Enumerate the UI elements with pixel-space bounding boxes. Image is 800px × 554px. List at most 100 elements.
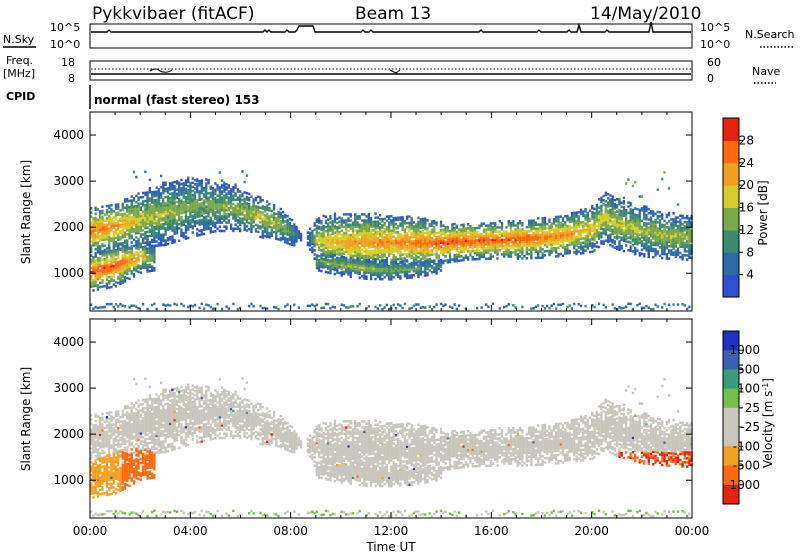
power-cell xyxy=(349,238,352,241)
power-cell xyxy=(435,231,438,235)
power-cell xyxy=(135,229,138,233)
power-cell xyxy=(349,263,352,266)
power-cell xyxy=(121,268,124,272)
power-cell xyxy=(155,221,158,225)
power-cell xyxy=(137,225,140,228)
power-cell xyxy=(173,187,176,190)
power-cell xyxy=(94,216,97,220)
power-cell xyxy=(363,246,366,249)
power-cell xyxy=(415,223,418,226)
power-cell xyxy=(157,194,160,197)
power-cell xyxy=(137,254,140,257)
power-cell xyxy=(367,252,370,255)
power-cell xyxy=(230,188,233,191)
power-cell xyxy=(561,254,565,257)
power-cell xyxy=(410,246,413,249)
power-cell xyxy=(688,256,691,259)
power-cell xyxy=(117,203,120,206)
power-cell xyxy=(232,196,235,199)
power-cell xyxy=(652,247,655,251)
power-cell xyxy=(458,236,461,240)
power-cell xyxy=(577,240,580,243)
power-cell xyxy=(313,249,316,252)
power-cell xyxy=(205,207,208,210)
power-cell xyxy=(108,263,111,266)
power-cell xyxy=(629,241,632,244)
power-cell xyxy=(618,215,621,218)
power-cell xyxy=(354,235,357,239)
power-cell xyxy=(397,247,400,251)
power-cell xyxy=(516,242,519,246)
power-cell xyxy=(552,228,556,231)
power-cell xyxy=(345,244,348,247)
power-cell xyxy=(356,246,359,249)
power-cell xyxy=(458,240,461,244)
power-cell xyxy=(239,213,242,216)
power-cell xyxy=(279,211,282,215)
power-cell xyxy=(543,227,547,230)
power-cell xyxy=(225,204,228,208)
power-cell xyxy=(114,211,118,215)
power-cell xyxy=(532,225,535,229)
power-cell xyxy=(618,213,621,216)
power-cell xyxy=(331,222,334,225)
power-cell xyxy=(638,208,641,211)
power-cell xyxy=(105,223,109,226)
power-cell xyxy=(388,238,391,241)
power-cell xyxy=(686,239,689,243)
power-cell xyxy=(164,214,167,218)
power-cell xyxy=(618,209,621,212)
power-cell xyxy=(588,232,592,235)
power-cell xyxy=(453,241,456,244)
power-cell xyxy=(162,233,165,236)
power-cell xyxy=(679,226,682,230)
power-cell xyxy=(320,236,323,240)
power-cell xyxy=(261,217,264,221)
power-cell xyxy=(347,229,350,233)
power-cell xyxy=(683,227,686,230)
power-cell xyxy=(275,216,278,220)
power-cell xyxy=(419,234,422,238)
power-cell xyxy=(616,227,619,230)
power-cell xyxy=(514,251,517,254)
power-cell xyxy=(141,204,145,207)
power-cell xyxy=(182,234,185,237)
power-cell xyxy=(487,243,490,246)
power-cell xyxy=(570,218,574,221)
power-cell xyxy=(595,230,598,234)
power-cell xyxy=(365,269,368,272)
power-cell xyxy=(225,206,228,210)
power-cell xyxy=(130,224,133,227)
power-cell xyxy=(110,226,113,230)
power-cell xyxy=(239,196,242,199)
power-cell xyxy=(250,212,253,215)
power-cell xyxy=(399,222,402,225)
power-cell xyxy=(419,230,422,234)
power-cell xyxy=(166,191,170,194)
power-cell xyxy=(516,222,519,225)
power-cell xyxy=(254,227,258,231)
power-cell xyxy=(90,279,93,282)
power-cell xyxy=(279,238,282,242)
power-cell xyxy=(99,281,102,285)
power-cell xyxy=(609,212,612,216)
power-cell xyxy=(259,198,262,201)
power-cell xyxy=(130,255,133,259)
power-cell xyxy=(338,245,341,248)
power-cell xyxy=(489,253,492,256)
power-cell xyxy=(257,216,260,219)
power-cell xyxy=(417,251,420,255)
power-cell xyxy=(144,256,147,259)
power-cell xyxy=(579,243,583,247)
power-cell xyxy=(144,224,147,228)
power-cell xyxy=(139,229,142,232)
power-cell xyxy=(419,249,422,252)
power-cell xyxy=(686,258,689,261)
power-cell xyxy=(663,225,666,229)
power-cell xyxy=(198,192,201,195)
power-cell xyxy=(184,187,188,191)
power-cell xyxy=(205,217,208,221)
power-cell xyxy=(412,233,416,237)
power-cell xyxy=(487,245,490,248)
power-cell xyxy=(338,257,341,260)
